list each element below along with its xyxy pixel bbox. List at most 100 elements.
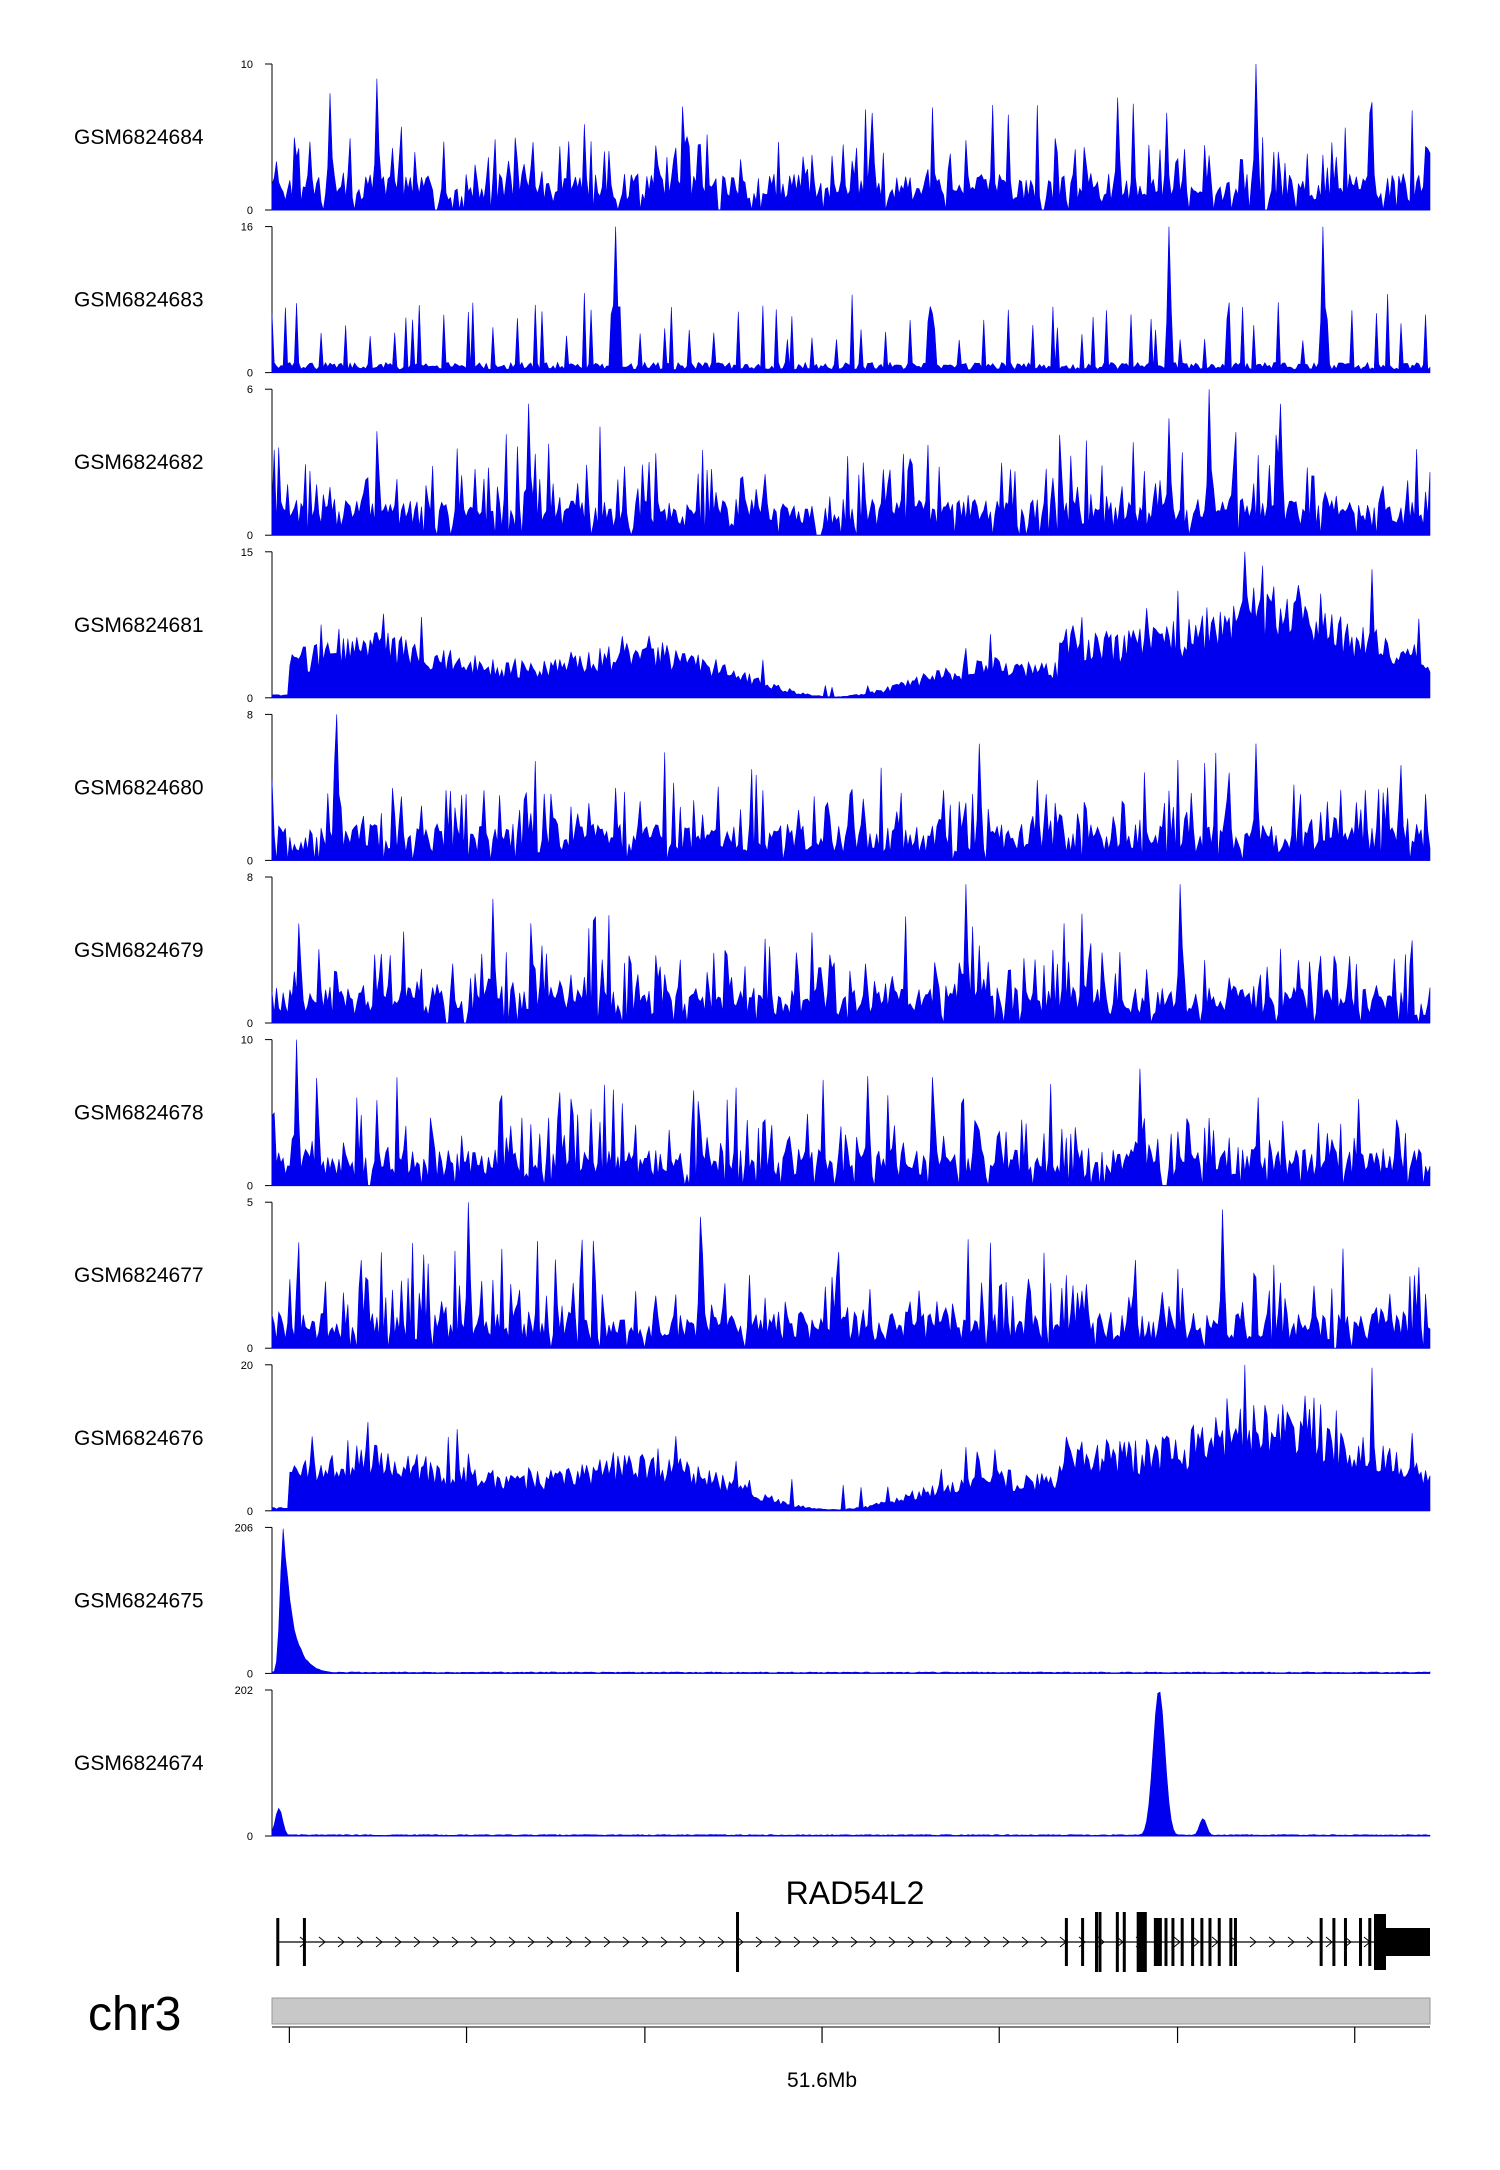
signal-area (271, 63, 1431, 211)
strand-arrow (1249, 1936, 1257, 1948)
strand-arrow (470, 1936, 478, 1948)
strand-arrow (755, 1936, 763, 1948)
gene-utr (1386, 1928, 1430, 1956)
gene-exon (1359, 1918, 1363, 1966)
signal-area (271, 1039, 1431, 1186)
y-max-label: 202 (235, 1685, 253, 1697)
strand-arrow (774, 1936, 782, 1948)
strand-arrow (926, 1936, 934, 1948)
track-GSM6824682: 6 0 GSM6824682 (74, 384, 1431, 542)
strand-arrow (793, 1936, 801, 1948)
strand-arrow (983, 1936, 991, 1948)
gene-exon (1233, 1918, 1237, 1966)
strand-arrow (375, 1936, 383, 1948)
strand-arrow (869, 1936, 877, 1948)
y-max-label: 10 (241, 59, 253, 71)
track-label: GSM6824678 (74, 1102, 204, 1125)
strand-arrow (451, 1936, 459, 1948)
y-max-label: 10 (241, 1035, 253, 1047)
gene-exon (1094, 1912, 1098, 1972)
y-min-label: 0 (247, 530, 253, 542)
strand-arrow (1230, 1936, 1238, 1948)
strand-arrow (907, 1936, 915, 1948)
strand-arrow (1325, 1936, 1333, 1948)
y-max-label: 8 (247, 872, 253, 884)
y-max-label: 15 (241, 547, 253, 559)
strand-arrow (831, 1936, 839, 1948)
gene-exon (1229, 1918, 1233, 1966)
track-label: GSM6824680 (74, 776, 204, 799)
gene-exon (1332, 1918, 1336, 1966)
strand-arrow (413, 1936, 421, 1948)
strand-arrow (679, 1936, 687, 1948)
track-GSM6824677: 5 0 GSM6824677 (74, 1197, 1431, 1355)
gene-exon (1138, 1912, 1147, 1972)
y-min-label: 0 (247, 1506, 253, 1518)
track-GSM6824683: 16 0 GSM6824683 (74, 222, 1431, 380)
gene-exon (1171, 1918, 1175, 1966)
y-min-label: 0 (247, 693, 253, 705)
gene-exon (276, 1918, 280, 1966)
gene-exon (1374, 1914, 1386, 1970)
strand-arrow (546, 1936, 554, 1948)
chromosome-axis: chr3 51.6Mb (88, 1988, 1431, 2092)
track-label: GSM6824681 (74, 614, 204, 637)
gene-exon (1180, 1918, 1184, 1966)
signal-area (271, 1691, 1431, 1837)
track-GSM6824678: 10 0 GSM6824678 (74, 1035, 1431, 1193)
gene-name-label: RAD54L2 (786, 1875, 925, 1911)
gene-exon (302, 1918, 306, 1966)
track-GSM6824684: 10 0 GSM6824684 (74, 59, 1431, 217)
strand-arrow (337, 1936, 345, 1948)
strand-arrow (1078, 1936, 1086, 1948)
gene-exon (1122, 1912, 1126, 1972)
gene-exon (1319, 1918, 1323, 1966)
track-GSM6824680: 8 0 GSM6824680 (74, 709, 1431, 867)
track-label: GSM6824684 (74, 126, 204, 149)
y-max-label: 206 (235, 1522, 253, 1534)
gene-exon (1217, 1918, 1221, 1966)
signal-area (271, 1202, 1431, 1349)
strand-arrow (850, 1936, 858, 1948)
y-min-label: 0 (247, 1018, 253, 1030)
track-label: GSM6824675 (74, 1589, 204, 1612)
strand-arrow (698, 1936, 706, 1948)
track-GSM6824674: 202 0 GSM6824674 (74, 1685, 1431, 1843)
strand-arrow (1344, 1936, 1352, 1948)
gene-exon (1115, 1912, 1119, 1972)
strand-arrow (1021, 1936, 1029, 1948)
signal-area (271, 884, 1431, 1024)
signal-tracks: 10 0 GSM6824684 16 0 GSM6824683 6 0 GSM6824682 15… (74, 59, 1431, 1843)
strand-arrow (1306, 1936, 1314, 1948)
y-min-label: 0 (247, 1343, 253, 1355)
strand-arrow (603, 1936, 611, 1948)
signal-area (271, 226, 1431, 373)
gene-exon (1153, 1918, 1162, 1966)
strand-arrow (565, 1936, 573, 1948)
strand-arrow (1040, 1936, 1048, 1948)
gene-exon (1064, 1918, 1068, 1966)
strand-arrow (299, 1936, 307, 1948)
y-min-label: 0 (247, 855, 253, 867)
gene-exon (1136, 1912, 1140, 1972)
track-label: GSM6824674 (74, 1752, 204, 1775)
strand-arrow (1192, 1936, 1200, 1948)
y-max-label: 5 (247, 1197, 253, 1209)
y-min-label: 0 (247, 1831, 253, 1843)
strand-arrow (945, 1936, 953, 1948)
track-GSM6824681: 15 0 GSM6824681 (74, 547, 1431, 705)
gene-exon (1200, 1918, 1204, 1966)
gene-track: RAD54L2 (276, 1875, 1430, 1972)
y-max-label: 8 (247, 709, 253, 721)
chromosome-label: chr3 (88, 1988, 181, 2041)
strand-arrow (1002, 1936, 1010, 1948)
strand-arrow (1173, 1936, 1181, 1948)
strand-arrow (489, 1936, 497, 1948)
track-label: GSM6824679 (74, 939, 204, 962)
signal-area (271, 1528, 1431, 1674)
strand-arrow (394, 1936, 402, 1948)
strand-arrow (432, 1936, 440, 1948)
y-max-label: 20 (241, 1360, 253, 1372)
gene-exon (1164, 1918, 1168, 1966)
